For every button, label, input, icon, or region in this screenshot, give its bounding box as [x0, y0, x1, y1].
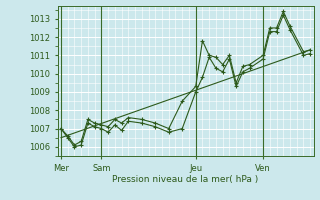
X-axis label: Pression niveau de la mer( hPa ): Pression niveau de la mer( hPa )	[112, 175, 259, 184]
